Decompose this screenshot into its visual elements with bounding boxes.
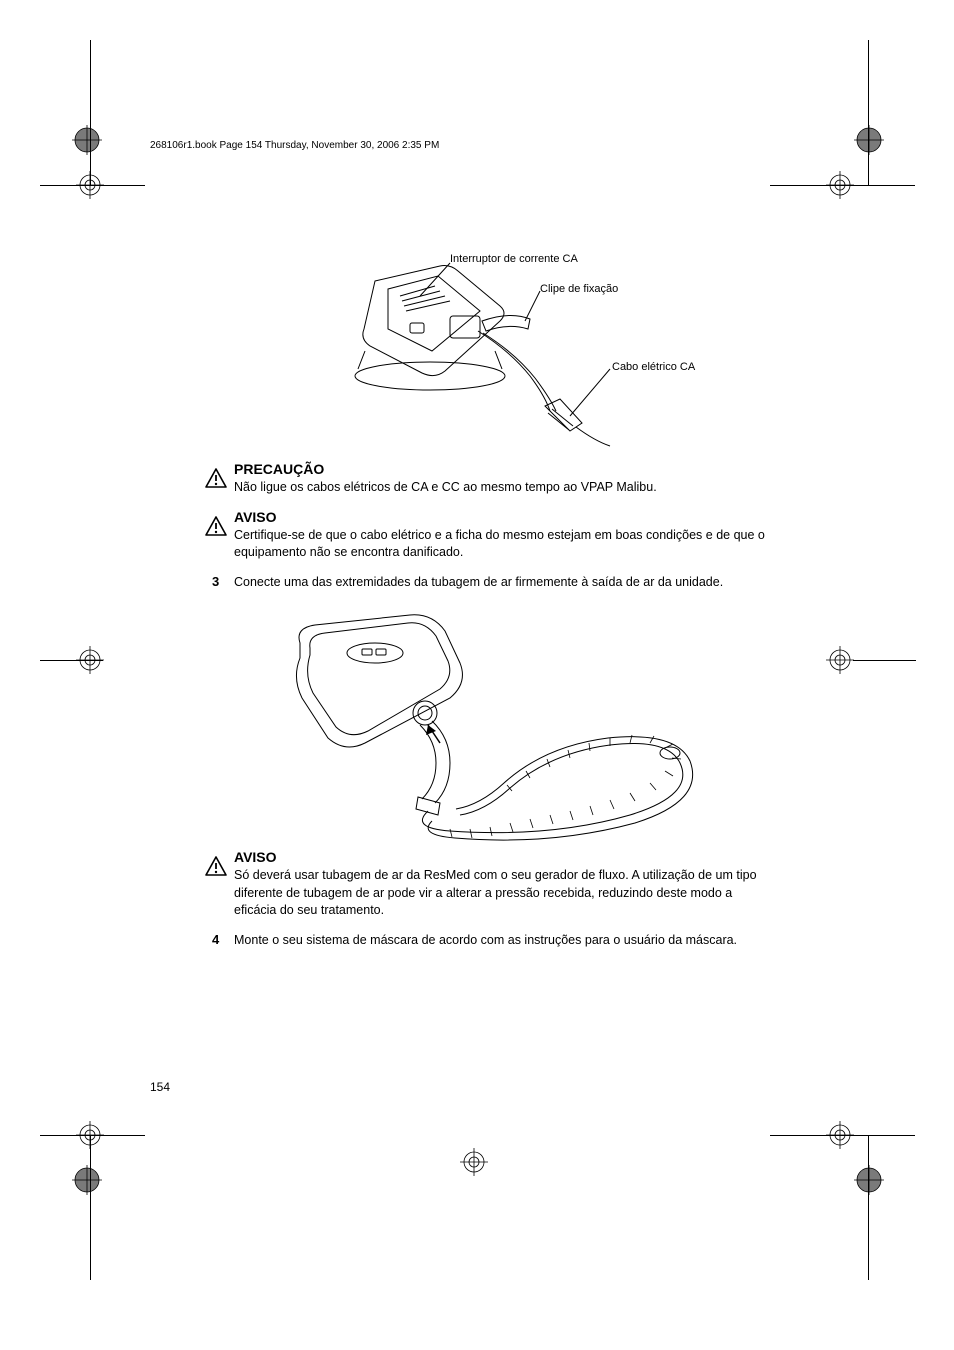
step3-number: 3 [212, 574, 219, 589]
reg-mark-icon [854, 125, 884, 155]
aviso2-text: Só deverá usar tubagem de ar da ResMed c… [234, 867, 770, 920]
page-number: 154 [150, 1080, 170, 1094]
crosshair-icon [460, 1148, 488, 1176]
crosshair-icon [826, 1121, 854, 1149]
crosshair-icon [76, 1121, 104, 1149]
crosshair-icon [826, 171, 854, 199]
aviso1-block: AVISO Certifique-se de que o cabo elétri… [150, 509, 770, 562]
reg-mark-icon [854, 1165, 884, 1195]
aviso2-heading: AVISO [234, 849, 770, 865]
figure-power-connection: Interruptor de corrente CA Clipe de fixa… [150, 251, 770, 451]
step4-block: 4 Monte o seu sistema de máscara de acor… [150, 932, 770, 950]
step3-text: Conecte uma das extremidades da tubagem … [234, 574, 770, 592]
aviso1-heading: AVISO [234, 509, 770, 525]
step3-block: 3 Conecte uma das extremidades da tubage… [150, 574, 770, 592]
crosshair-icon [826, 646, 854, 674]
reg-mark-icon [72, 1165, 102, 1195]
reg-mark-icon [72, 125, 102, 155]
warning-icon [204, 467, 228, 489]
precaution-block: PRECAUÇÃO Não ligue os cabos elétricos d… [150, 461, 770, 497]
page-content: 268106r1.book Page 154 Thursday, Novembe… [150, 140, 770, 961]
running-head: 268106r1.book Page 154 Thursday, Novembe… [150, 140, 770, 151]
aviso1-text: Certifique-se de que o cabo elétrico e a… [234, 527, 770, 562]
crosshair-icon [76, 171, 104, 199]
aviso2-block: AVISO Só deverá usar tubagem de ar da Re… [150, 849, 770, 920]
precaution-text: Não ligue os cabos elétricos de CA e CC … [234, 479, 770, 497]
crosshair-icon [76, 646, 104, 674]
figure-tubing-connection [150, 603, 770, 843]
callout-clip: Clipe de fixação [540, 283, 618, 295]
warning-icon [204, 515, 228, 537]
precaution-heading: PRECAUÇÃO [234, 461, 770, 477]
step4-number: 4 [212, 932, 219, 947]
warning-icon [204, 855, 228, 877]
step4-text: Monte o seu sistema de máscara de acordo… [234, 932, 770, 950]
callout-switch: Interruptor de corrente CA [450, 253, 578, 265]
callout-cable: Cabo elétrico CA [612, 361, 695, 373]
